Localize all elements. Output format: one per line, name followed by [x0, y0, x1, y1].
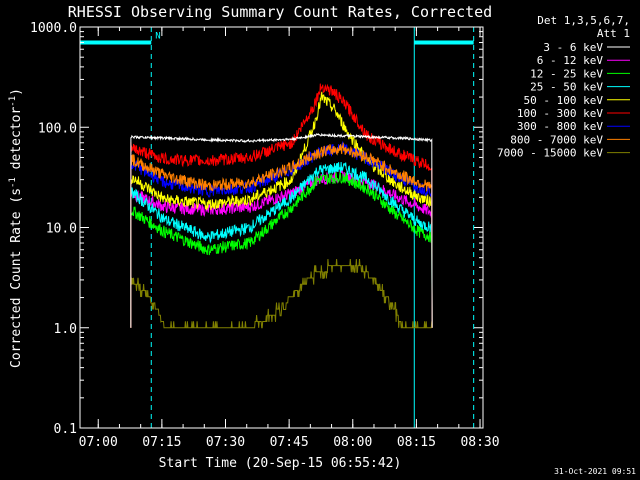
- y-axis-label: Corrected Count Rate (s-1 detector-1): [8, 88, 24, 368]
- legend-label-2: 12 - 25 keV: [530, 67, 603, 80]
- series-line-7: [130, 142, 433, 328]
- legend-label-3: 25 - 50 keV: [530, 81, 603, 94]
- y-tick-label-0: 0.1: [54, 422, 77, 437]
- legend-label-8: 7000 - 15000 keV: [497, 147, 603, 160]
- series-line-4: [130, 91, 433, 328]
- x-tick-label-1: 07:15: [142, 435, 181, 450]
- legend-label-1: 6 - 12 keV: [537, 54, 604, 67]
- timestamp: 31-Oct-2021 09:51: [554, 467, 636, 476]
- legend-label-5: 100 - 300 keV: [517, 107, 603, 120]
- y-tick-label-2: 10.0: [46, 222, 77, 237]
- chart-title: RHESSI Observing Summary Count Rates, Co…: [68, 3, 492, 21]
- series-line-8: [130, 259, 433, 329]
- x-tick-label-2: 07:30: [206, 435, 245, 450]
- x-tick-label-0: 07:00: [79, 435, 118, 450]
- y-tick-label-1: 1.0: [54, 322, 77, 337]
- series-line-5: [130, 83, 433, 328]
- series-line-2: [130, 171, 433, 328]
- legend-header-line2: Att 1: [597, 27, 630, 40]
- x-axis: 07:00 07:15 07:30 07:45 08:00 08:15 08:30: [79, 27, 500, 450]
- legend-label-4: 50 - 100 keV: [524, 94, 604, 107]
- y-axis: 0.1 1.0 10.0 100.0 1000.0: [30, 21, 483, 437]
- legend-label-6: 300 - 800 keV: [517, 120, 603, 133]
- x-axis-label: Start Time (20-Sep-15 06:55:42): [159, 456, 402, 471]
- legend-label-0: 3 - 6 keV: [543, 41, 603, 54]
- x-tick-label-6: 08:30: [460, 435, 499, 450]
- x-tick-label-4: 08:00: [333, 435, 372, 450]
- y-tick-label-4: 1000.0: [30, 21, 77, 36]
- x-tick-label-5: 08:15: [397, 435, 436, 450]
- night-marker-label: N: [155, 32, 160, 42]
- series-line-0: [130, 132, 433, 328]
- legend-header-line1: Det 1,3,5,6,7,: [537, 14, 630, 27]
- series-line-3: [130, 161, 433, 328]
- legend-label-7: 800 - 7000 keV: [510, 133, 603, 146]
- y-tick-label-3: 100.0: [38, 121, 77, 136]
- plot-area: N: [79, 27, 475, 428]
- x-tick-label-3: 07:45: [270, 435, 309, 450]
